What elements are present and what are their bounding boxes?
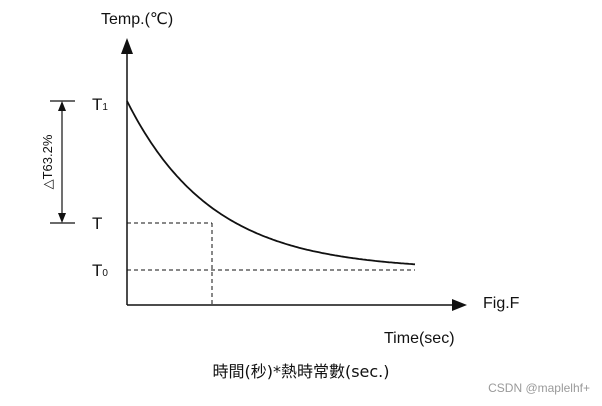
caption: 時間(秒)*熱時常數(sec.) (212, 362, 390, 381)
x-axis-arrow (452, 299, 467, 311)
svg-text:T: T (92, 214, 102, 233)
delta-arrow-head-bottom (58, 213, 66, 223)
svg-text:T0: T0 (92, 261, 108, 280)
x-axis-label: Time(sec) (384, 330, 455, 347)
tick-label-t: T (92, 214, 102, 233)
svg-text:T1: T1 (92, 95, 108, 114)
y-axis-arrow (121, 38, 133, 54)
watermark: CSDN @maplelhf+ (488, 381, 590, 395)
tick-label-t1: T1 (92, 95, 108, 114)
figure-label: Fig.F (483, 295, 520, 312)
delta-arrow-head-top (58, 101, 66, 111)
tick-label-t0: T0 (92, 261, 108, 280)
y-axis-label: Temp.(℃) (101, 11, 173, 28)
delta-label: △T63.2% (40, 134, 55, 189)
series-line-decay (126, 100, 416, 266)
